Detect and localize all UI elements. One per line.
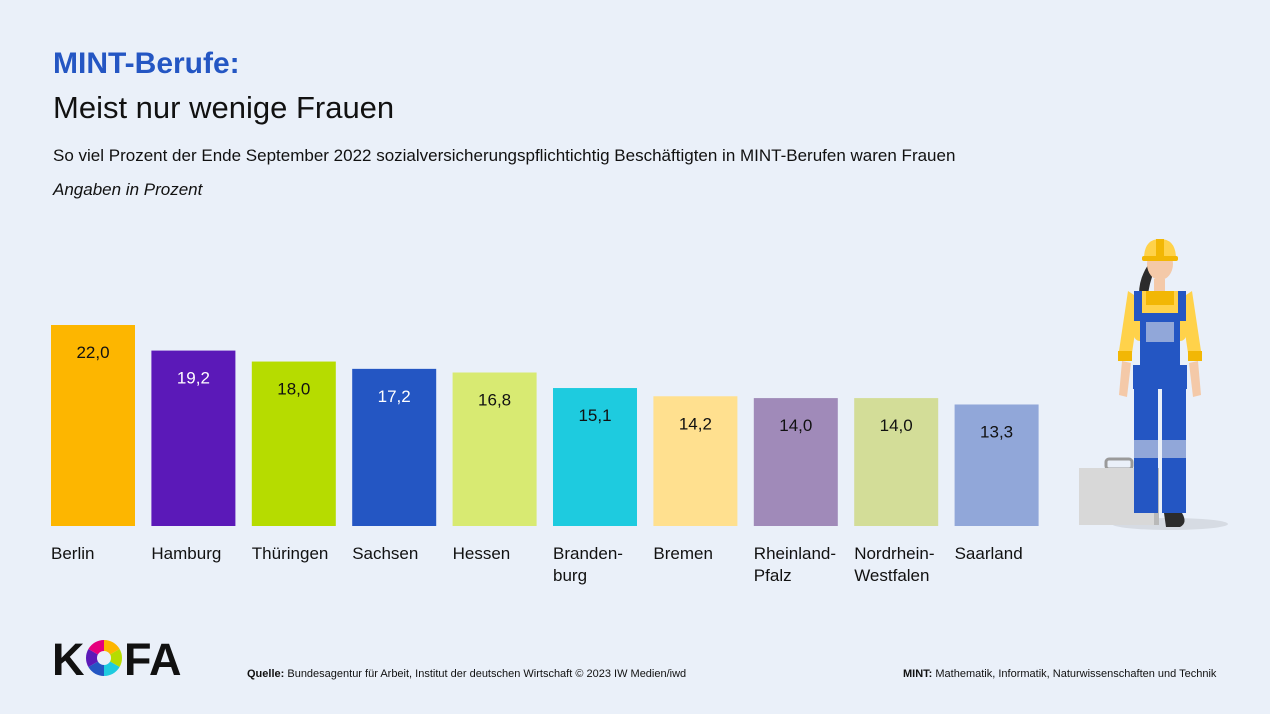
bar-value-label: 14,2 [679, 414, 712, 433]
kofa-logo: K FA [52, 636, 182, 680]
category-label: burg [553, 566, 587, 585]
bar [51, 325, 135, 526]
mint-text: Mathematik, Informatik, Naturwissenschaf… [935, 668, 1217, 680]
category-label: Westfalen [854, 566, 929, 585]
category-label: Rheinland- [754, 544, 836, 563]
bar-value-label: 14,0 [779, 416, 812, 435]
chart-subtitle: So viel Prozent der Ende September 2022 … [53, 146, 956, 165]
category-label: Hessen [453, 544, 511, 563]
logo-letter-k: K [52, 636, 85, 680]
category-label: Branden- [553, 544, 623, 563]
category-label: Hamburg [151, 544, 221, 563]
unit-note: Angaben in Prozent [53, 180, 203, 199]
bar [854, 398, 939, 526]
category-label: Nordrhein- [854, 544, 934, 563]
bar-value-label: 13,3 [980, 422, 1013, 441]
category-label: Sachsen [352, 544, 418, 563]
bar [452, 372, 537, 526]
bar [753, 398, 838, 526]
mint-label: MINT: [903, 668, 933, 680]
title-line-1: MINT-Berufe: [53, 47, 240, 80]
category-label: Thüringen [252, 544, 329, 563]
bar-value-label: 19,2 [177, 369, 210, 388]
bar [553, 388, 637, 526]
category-label: Berlin [51, 544, 94, 563]
title-line-2: Meist nur wenige Frauen [53, 90, 395, 125]
bar-value-label: 16,8 [478, 391, 511, 410]
bar-value-label: 15,1 [578, 406, 611, 425]
bar [151, 350, 236, 526]
category-label: Pfalz [754, 566, 792, 585]
bar-chart: 22,0 Berlin 19,2 Hamburg 18,0 Thüringen 17,2 Sa… [51, 325, 1039, 585]
source-text: Bundesagentur für Arbeit, Institut der d… [287, 668, 687, 680]
category-label: Saarland [955, 544, 1023, 563]
bar-value-label: 22,0 [76, 343, 109, 362]
bar-value-label: 14,0 [880, 416, 913, 435]
aperture-icon [85, 640, 123, 676]
female-worker-with-toolbox-icon [1079, 239, 1228, 530]
category-label: Bremen [653, 544, 713, 563]
bar-value-label: 18,0 [277, 380, 310, 399]
logo-letters-fa: FA [124, 636, 182, 680]
mint-definition: MINT: Mathematik, Informatik, Naturwisse… [903, 668, 1216, 680]
bar [352, 368, 437, 526]
bar-value-label: 17,2 [378, 387, 411, 406]
bar [653, 396, 738, 526]
source-note: Quelle: Bundesagentur für Arbeit, Instit… [247, 668, 686, 680]
source-label: Quelle: [247, 668, 285, 680]
bar [954, 404, 1039, 526]
bar [251, 361, 336, 526]
